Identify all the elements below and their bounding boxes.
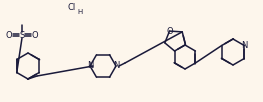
- Text: N: N: [241, 41, 247, 50]
- Text: S: S: [19, 30, 25, 39]
- Text: O: O: [32, 30, 38, 39]
- Text: Cl: Cl: [68, 3, 76, 13]
- Text: H: H: [77, 9, 83, 15]
- Text: O: O: [166, 27, 173, 36]
- Text: N: N: [87, 62, 93, 70]
- Text: O: O: [6, 30, 12, 39]
- Text: N: N: [113, 62, 119, 70]
